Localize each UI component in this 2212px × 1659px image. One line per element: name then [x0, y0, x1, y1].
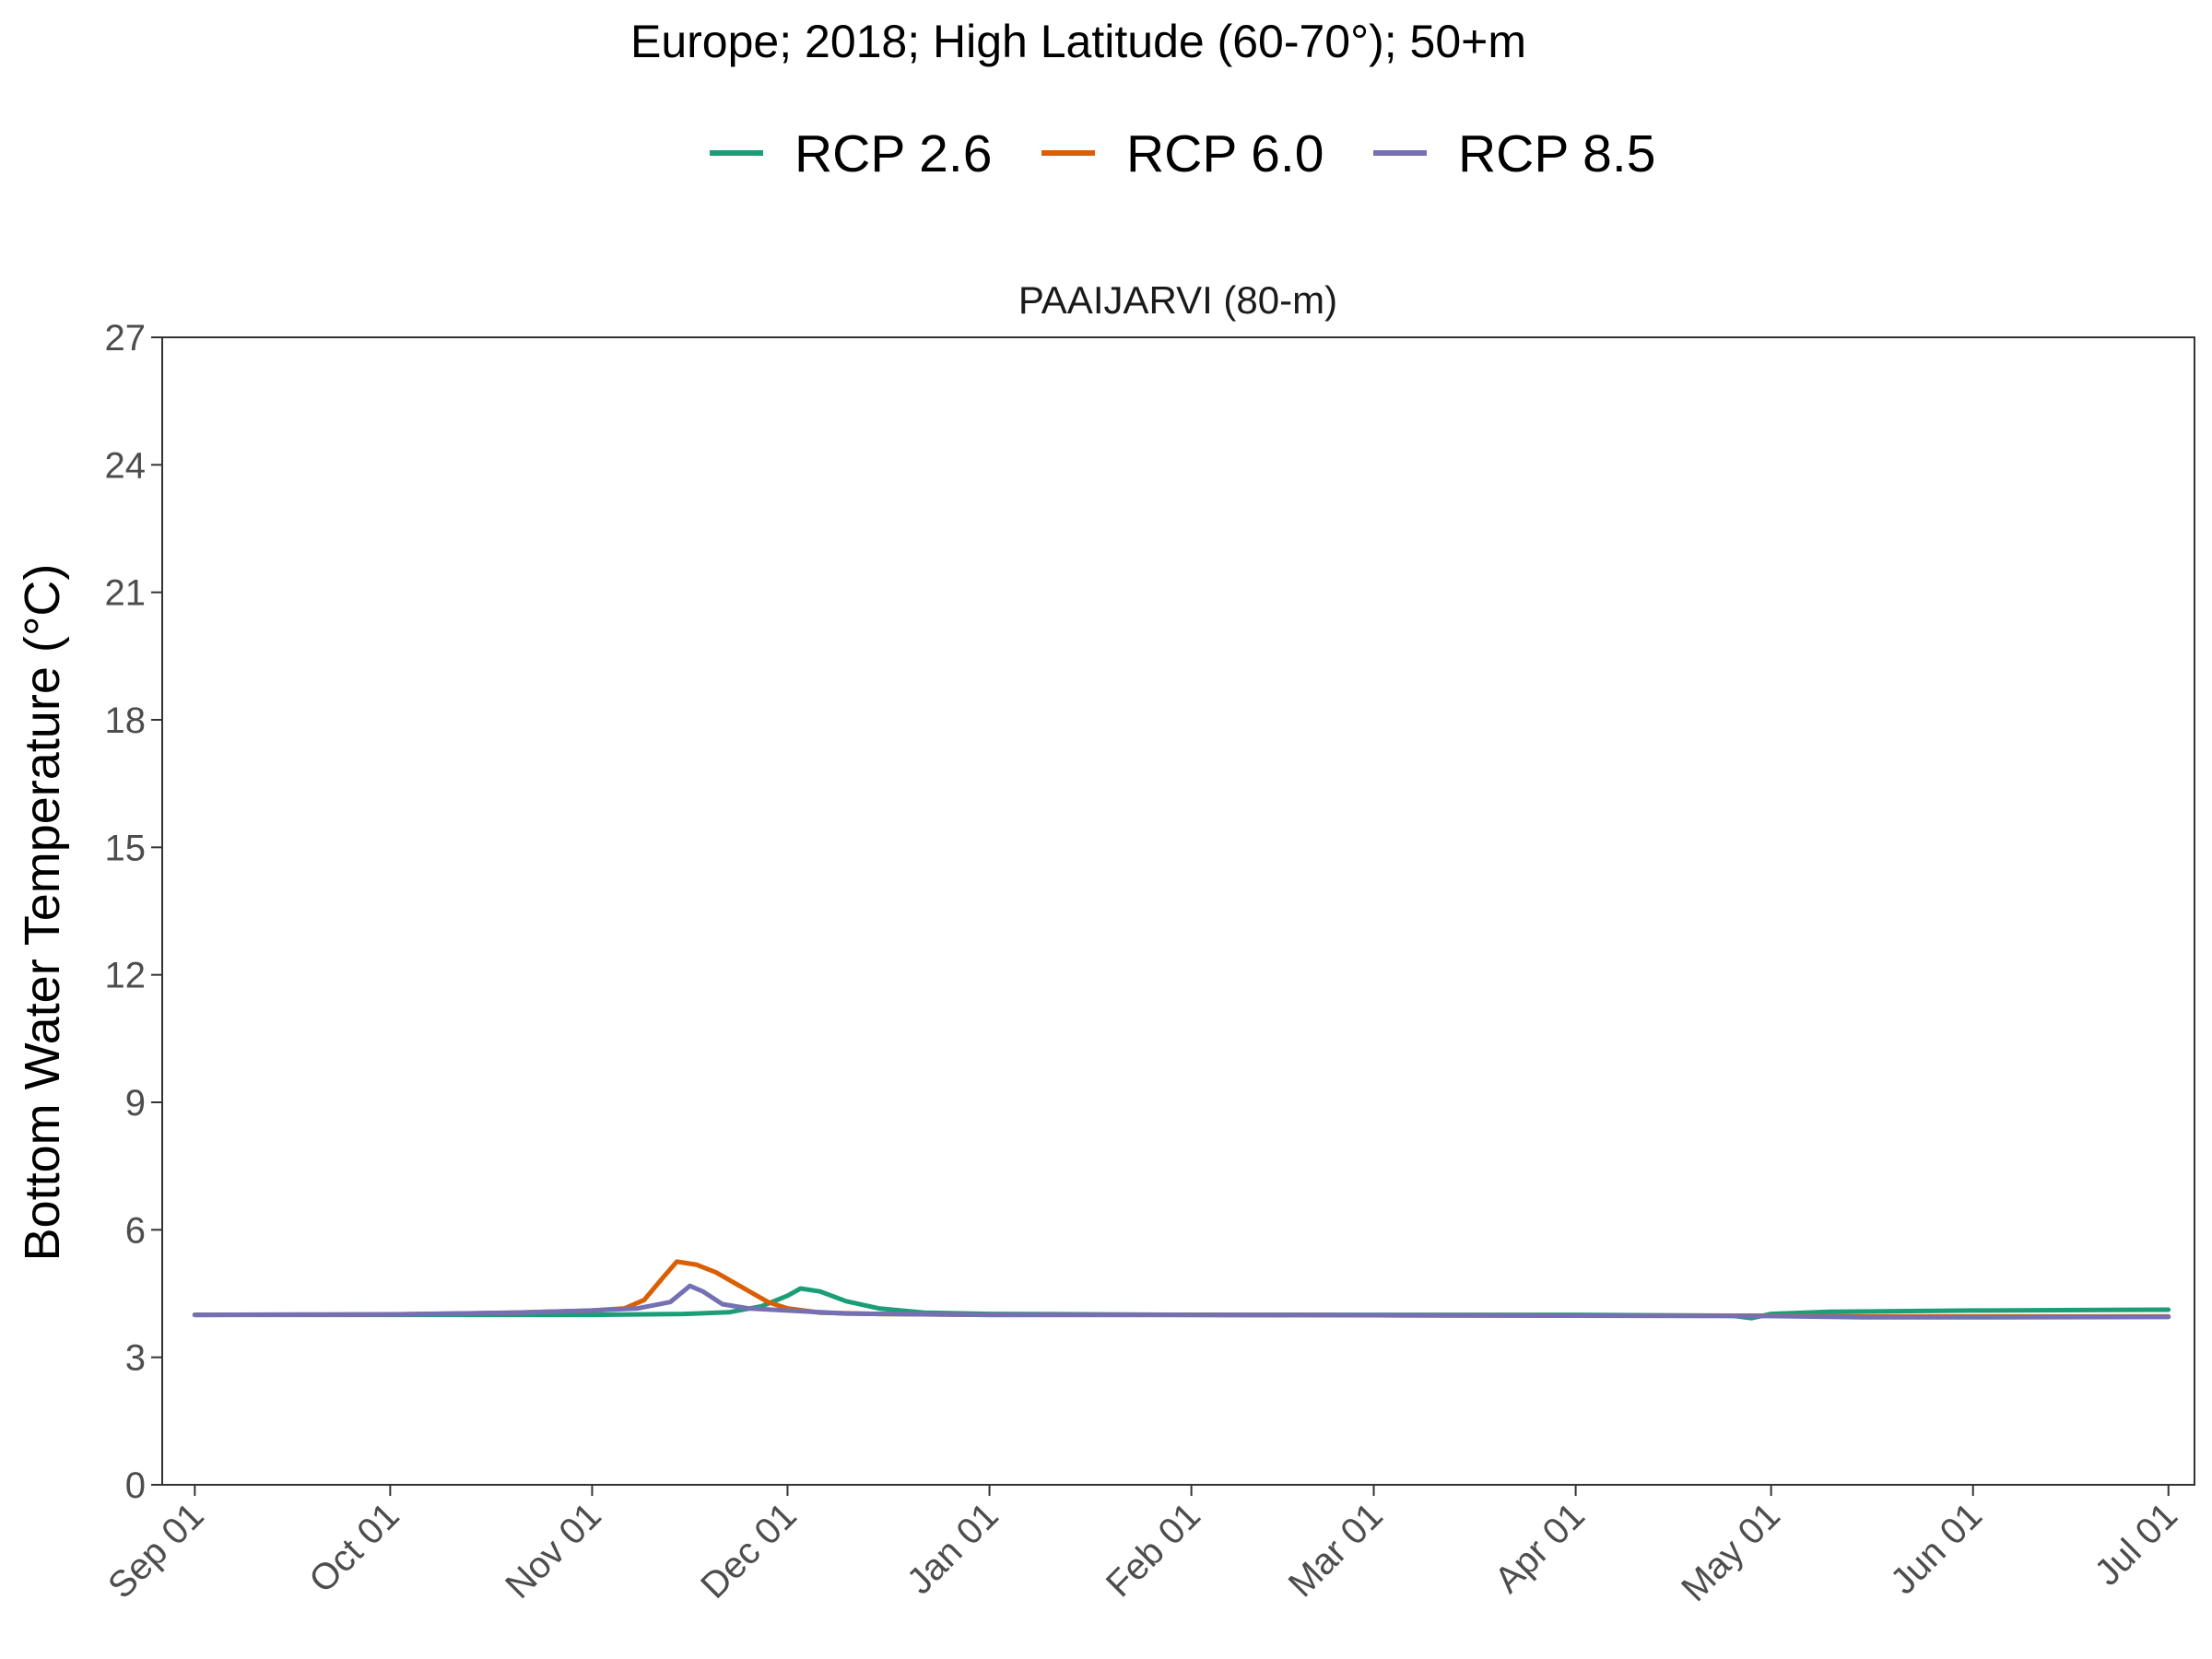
- series-line-rcp-8-5: [192, 1283, 2171, 1320]
- y-tick-label: 18: [105, 700, 147, 741]
- y-tick-label: 3: [125, 1338, 146, 1379]
- x-tick-label: Mar 01: [1281, 1495, 1391, 1605]
- legend-label: RCP 2.6: [794, 124, 992, 183]
- x-tick-label: Feb 01: [1099, 1495, 1208, 1605]
- y-tick-label: 12: [105, 956, 147, 996]
- y-axis: 0 3 6 9 12 15 18 21 24 27: [105, 318, 162, 1506]
- x-tick-label: Sep 01: [100, 1495, 212, 1606]
- y-tick-label: 0: [125, 1465, 146, 1506]
- x-tick-label: Dec 01: [693, 1495, 805, 1606]
- y-tick-label: 6: [125, 1210, 146, 1251]
- chart-title: Europe; 2018; High Latitude (60-70°); 50…: [630, 16, 1526, 67]
- x-tick-label: Oct 01: [301, 1495, 406, 1600]
- x-axis: Sep 01 Oct 01 Nov 01 Dec 01 Jan 01 Feb 01 Mar …: [100, 1485, 2185, 1609]
- y-tick-label: 24: [105, 445, 147, 486]
- y-tick-label: 21: [105, 573, 147, 614]
- x-tick-label: Nov 01: [498, 1495, 609, 1606]
- y-tick-label: 15: [105, 828, 147, 868]
- x-tick-label: Jun 01: [1883, 1495, 1990, 1602]
- x-tick-label: Jul 01: [2087, 1495, 2185, 1594]
- legend-label: RCP 6.0: [1126, 124, 1324, 183]
- plot-panel: [161, 336, 2195, 1486]
- y-tick-label: 27: [105, 318, 147, 359]
- x-tick-label: Apr 01: [1488, 1495, 1593, 1600]
- facet-label: PAAIJARVI (80-m): [1018, 278, 1337, 322]
- x-tick-label: May 01: [1674, 1495, 1788, 1609]
- x-tick-label: Jan 01: [900, 1495, 1006, 1602]
- y-tick-label: 9: [125, 1083, 146, 1124]
- legend-label: RCP 8.5: [1458, 124, 1655, 183]
- series-layer: [192, 1259, 2171, 1321]
- y-axis-title: Bottom Water Temperature (°C): [15, 564, 70, 1262]
- legend: RCP 2.6 RCP 6.0 RCP 8.5: [710, 124, 1655, 183]
